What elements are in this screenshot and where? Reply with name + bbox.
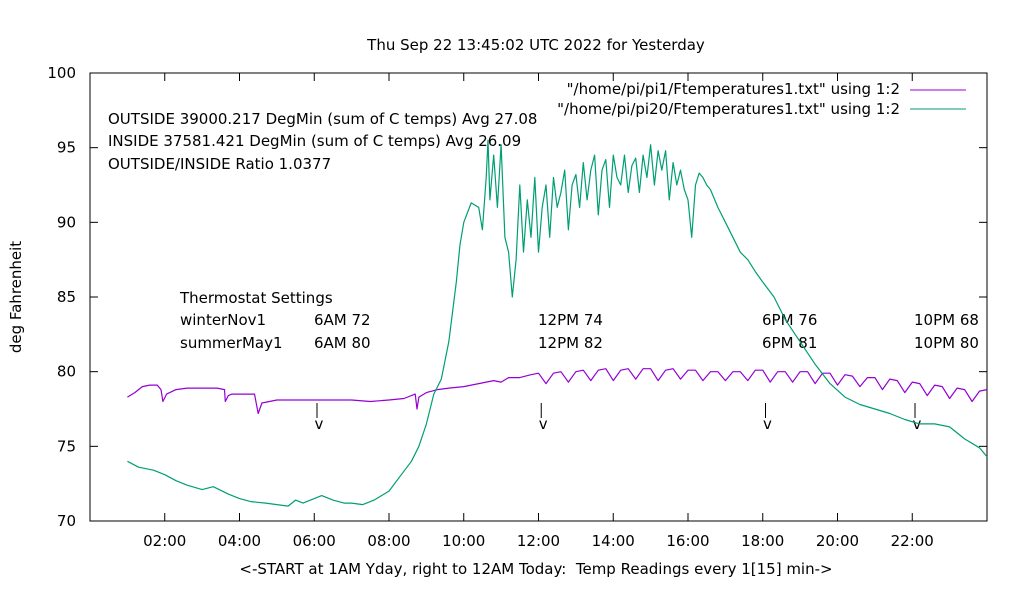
y-tick-label: 85 [57,288,76,306]
x-tick-label: 18:00 [741,532,784,550]
thermostat-cell: 10PM 80 [914,334,979,352]
thermostat-heading: Thermostat Settings [179,289,333,307]
y-tick-label: 70 [57,512,76,530]
y-tick-label: 80 [57,363,76,381]
thermostat-cell: 6PM 81 [762,334,817,352]
time-marker-label: v [539,415,548,433]
thermostat-table: Thermostat Settings winterNov1 6AM 72 12… [179,289,979,352]
stats-inside: INSIDE 37581.421 DegMin (sum of C temps)… [108,132,521,150]
thermostat-cell: 12PM 74 [538,311,603,329]
y-tick-label: 100 [47,64,76,82]
time-marker-label: v [763,415,772,433]
x-tick-label: 22:00 [891,532,934,550]
y-axis: 70 75 80 85 90 95 100 [47,64,987,530]
thermostat-row-label: winterNov1 [180,311,266,329]
y-tick-label: 95 [57,139,76,157]
thermostat-row-label: summerMay1 [180,334,283,352]
stats-annotations: OUTSIDE 39000.217 DegMin (sum of C temps… [108,110,537,173]
thermostat-cell: 6PM 76 [762,311,817,329]
chart-title: Thu Sep 22 13:45:02 UTC 2022 for Yesterd… [366,36,705,54]
legend: "/home/pi/pi1/Ftemperatures1.txt" using … [557,80,966,118]
x-tick-label: 14:00 [592,532,635,550]
thermostat-cell: 6AM 72 [314,311,371,329]
series-line-2 [127,139,988,507]
thermostat-cell: 10PM 68 [914,311,979,329]
x-tick-label: 04:00 [218,532,261,550]
time-marker-label: v [315,415,324,433]
x-tick-label: 20:00 [816,532,859,550]
time-marker-label: v [913,415,922,433]
series-lines [127,139,988,507]
x-tick-label: 06:00 [293,532,336,550]
series-line-1 [127,368,988,415]
legend-label-series-1: "/home/pi/pi1/Ftemperatures1.txt" using … [567,80,900,98]
stats-outside: OUTSIDE 39000.217 DegMin (sum of C temps… [108,110,537,128]
thermostat-cell: 12PM 82 [538,334,603,352]
x-tick-label: 16:00 [666,532,709,550]
y-axis-label: deg Fahrenheit [7,241,25,353]
x-tick-label: 10:00 [442,532,485,550]
x-axis-label: <-START at 1AM Yday, right to 12AM Today… [239,560,832,578]
stats-ratio: OUTSIDE/INSIDE Ratio 1.0377 [108,155,331,173]
x-axis: 02:00 04:00 06:00 08:00 10:00 12:00 14:00 16:00… [143,73,934,550]
y-tick-label: 75 [57,437,76,455]
y-tick-label: 90 [57,213,76,231]
legend-label-series-2: "/home/pi/pi20/Ftemperatures1.txt" using… [557,100,900,118]
thermostat-cell: 6AM 80 [314,334,371,352]
x-tick-label: 12:00 [517,532,560,550]
x-tick-label: 02:00 [143,532,186,550]
x-tick-label: 08:00 [367,532,410,550]
